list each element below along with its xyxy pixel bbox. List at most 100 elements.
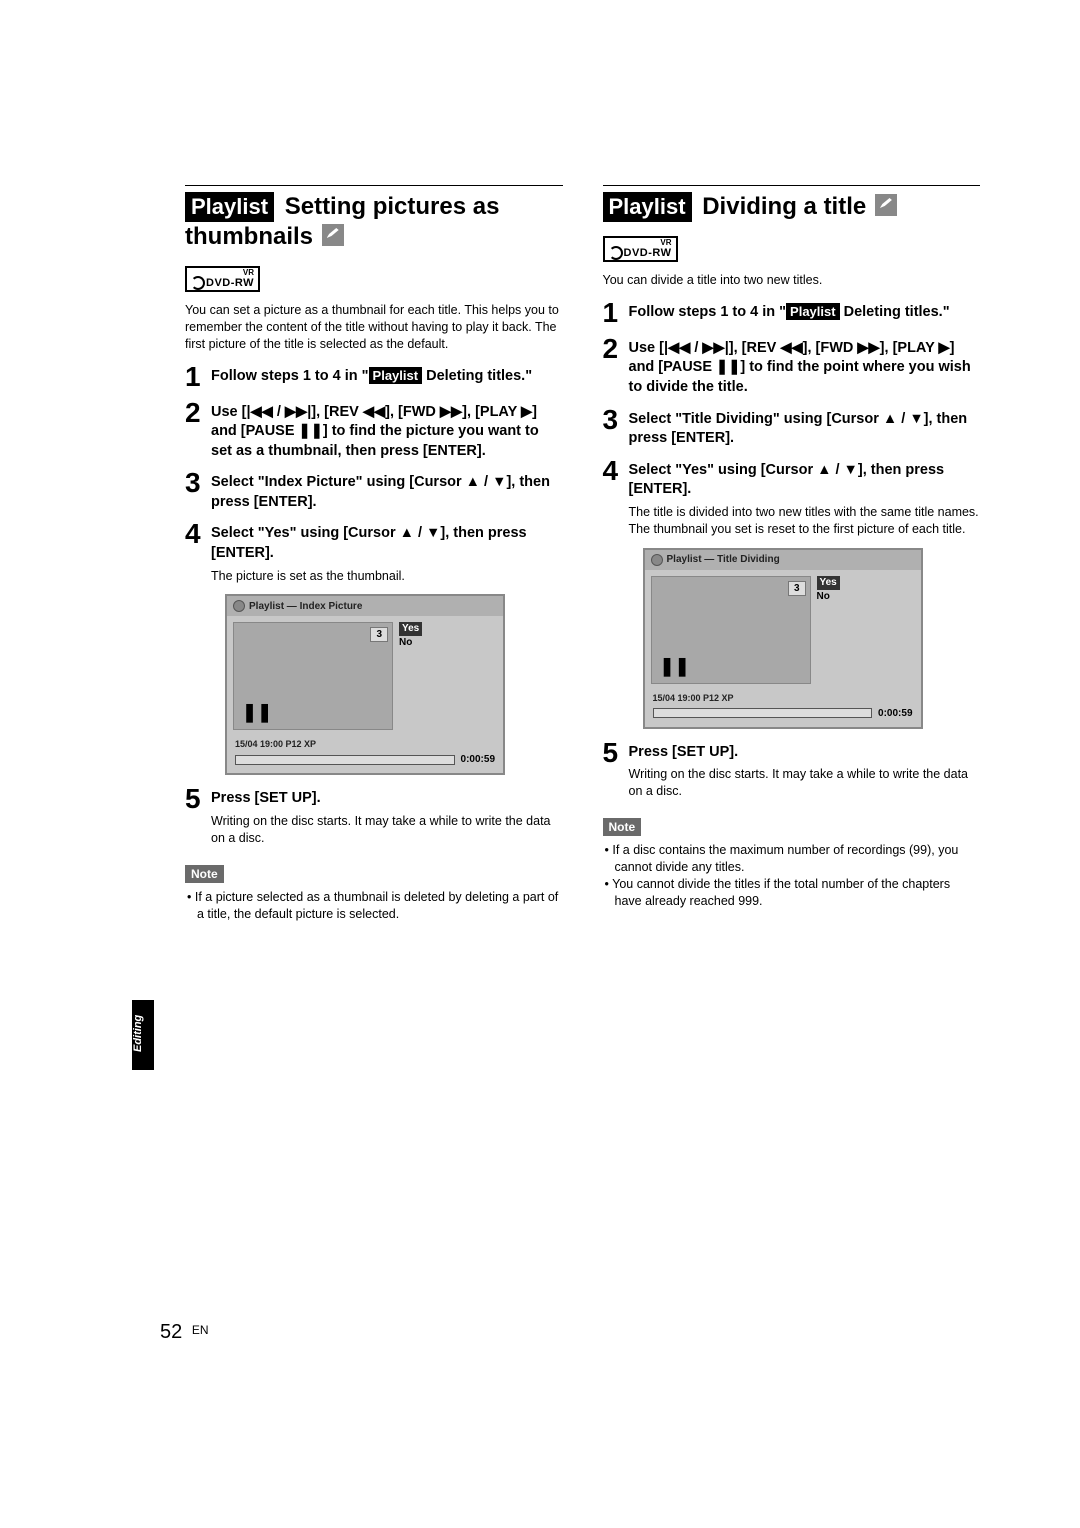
step-number: 3 — [603, 406, 629, 449]
step-number: 5 — [185, 785, 211, 846]
ui-title-text: Playlist — Index Picture — [249, 601, 362, 612]
right-step-1: 1 Follow steps 1 to 4 in "Playlist Delet… — [603, 299, 981, 327]
pencil-icon — [875, 194, 897, 216]
side-tab-editing: Editing — [132, 1000, 154, 1070]
ui-thumbnail: 3 ❚❚ — [651, 576, 811, 684]
step-number: 1 — [185, 363, 211, 391]
ui-time: 0:00:59 — [461, 754, 495, 765]
page-body: Playlist Setting pictures as thumbnails … — [0, 0, 1080, 923]
left-step-2: 2 Use [|◀◀ / ▶▶|], [REV ◀◀], [FWD ▶▶], [… — [185, 399, 563, 462]
note-label: Note — [603, 818, 642, 836]
step-text-pre: Follow steps 1 to 4 in " — [629, 304, 787, 320]
page-lang: EN — [192, 1323, 209, 1337]
dvd-rw-icon: VR DVD-RW — [185, 266, 260, 292]
ui-menu-yes[interactable]: Yes — [817, 576, 840, 590]
ui-progress-bar[interactable] — [235, 755, 455, 765]
playlist-badge: Playlist — [185, 192, 274, 222]
step-desc: Writing on the disc starts. It may take … — [629, 766, 981, 800]
step-text: Press [SET UP]. — [629, 744, 739, 760]
ui-mock-index-picture: Playlist — Index Picture 3 ❚❚ Yes No 15/… — [225, 594, 505, 775]
right-title-text: Dividing a title — [696, 193, 873, 220]
page-number-value: 52 — [160, 1321, 182, 1343]
step-text: Select "Yes" using [Cursor ▲ / ▼], then … — [629, 462, 945, 498]
step-body: Use [|◀◀ / ▶▶|], [REV ◀◀], [FWD ▶▶], [PL… — [629, 335, 981, 398]
ui-menu-yes[interactable]: Yes — [399, 622, 422, 636]
step-body: Press [SET UP]. Writing on the disc star… — [629, 739, 981, 800]
ui-progress: 0:00:59 — [235, 754, 495, 765]
ui-titlebar: Playlist — Index Picture — [227, 596, 503, 616]
pause-icon: ❚❚ — [242, 702, 272, 723]
step-desc: The title is divided into two new titles… — [629, 504, 981, 538]
pencil-icon — [322, 224, 344, 246]
playlist-badge: Playlist — [786, 303, 840, 321]
ui-progress-bar[interactable] — [653, 708, 873, 718]
right-step-2: 2 Use [|◀◀ / ▶▶|], [REV ◀◀], [FWD ▶▶], [… — [603, 335, 981, 398]
ui-menu: Yes No — [399, 622, 422, 730]
ui-thumb-number: 3 — [370, 627, 388, 642]
disc-swirl-icon — [191, 276, 205, 290]
step-number: 1 — [603, 299, 629, 327]
ui-time: 0:00:59 — [878, 708, 912, 719]
step-number: 3 — [185, 469, 211, 512]
step-body: Select "Title Dividing" using [Cursor ▲ … — [629, 406, 981, 449]
ui-body: 3 ❚❚ Yes No — [227, 616, 503, 736]
ui-mock-title-dividing: Playlist — Title Dividing 3 ❚❚ Yes No 15… — [643, 548, 923, 729]
right-heading: Playlist Dividing a title — [603, 192, 981, 222]
left-step-1: 1 Follow steps 1 to 4 in "Playlist Delet… — [185, 363, 563, 391]
left-step-5: 5 Press [SET UP]. Writing on the disc st… — [185, 785, 563, 846]
right-step-5: 5 Press [SET UP]. Writing on the disc st… — [603, 739, 981, 800]
ui-progress: 0:00:59 — [653, 708, 913, 719]
ui-menu: Yes No — [817, 576, 840, 684]
ui-title-text: Playlist — Title Dividing — [667, 554, 780, 565]
step-text: Press [SET UP]. — [211, 790, 321, 806]
disc-icon — [233, 600, 245, 612]
right-intro: You can divide a title into two new titl… — [603, 272, 981, 289]
dvd-rw-icon: VR DVD-RW — [603, 236, 678, 262]
left-intro: You can set a picture as a thumbnail for… — [185, 302, 563, 353]
step-number: 5 — [603, 739, 629, 800]
step-text-post: Deleting titles." — [422, 368, 532, 384]
pause-icon: ❚❚ — [660, 656, 690, 677]
step-body: Follow steps 1 to 4 in "Playlist Deletin… — [211, 363, 532, 391]
right-column: Playlist Dividing a title VR DVD-RW You … — [603, 185, 981, 923]
step-desc: The picture is set as the thumbnail. — [211, 568, 563, 585]
page-number: 52 EN — [160, 1321, 208, 1344]
right-notes: If a disc contains the maximum number of… — [603, 842, 981, 910]
ui-menu-no[interactable]: No — [817, 590, 840, 604]
dvd-rw-label: DVD-RW — [206, 277, 254, 289]
left-step-4: 4 Select "Yes" using [Cursor ▲ / ▼], the… — [185, 520, 563, 584]
left-notes: If a picture selected as a thumbnail is … — [185, 889, 563, 923]
playlist-badge: Playlist — [603, 192, 692, 222]
section-rule — [603, 185, 981, 186]
disc-swirl-icon — [609, 246, 623, 260]
step-body: Select "Yes" using [Cursor ▲ / ▼], then … — [211, 520, 563, 584]
note-label: Note — [185, 865, 224, 883]
step-text-post: Deleting titles." — [840, 304, 950, 320]
note-item: If a picture selected as a thumbnail is … — [197, 889, 563, 923]
ui-info-line: 15/04 19:00 P12 XP — [645, 690, 921, 706]
dvd-rw-label: DVD-RW — [624, 247, 672, 259]
playlist-badge: Playlist — [369, 367, 423, 385]
disc-icon — [651, 554, 663, 566]
ui-thumbnail: 3 ❚❚ — [233, 622, 393, 730]
left-column: Playlist Setting pictures as thumbnails … — [185, 185, 563, 923]
step-body: Use [|◀◀ / ▶▶|], [REV ◀◀], [FWD ▶▶], [PL… — [211, 399, 563, 462]
step-text: Select "Yes" using [Cursor ▲ / ▼], then … — [211, 525, 527, 561]
step-number: 4 — [603, 457, 629, 538]
step-body: Press [SET UP]. Writing on the disc star… — [211, 785, 563, 846]
step-number: 2 — [603, 335, 629, 398]
ui-body: 3 ❚❚ Yes No — [645, 570, 921, 690]
ui-info-line: 15/04 19:00 P12 XP — [227, 736, 503, 752]
step-desc: Writing on the disc starts. It may take … — [211, 813, 563, 847]
ui-thumb-number: 3 — [788, 581, 806, 596]
left-step-3: 3 Select "Index Picture" using [Cursor ▲… — [185, 469, 563, 512]
section-rule — [185, 185, 563, 186]
ui-titlebar: Playlist — Title Dividing — [645, 550, 921, 570]
step-number: 2 — [185, 399, 211, 462]
right-step-4: 4 Select "Yes" using [Cursor ▲ / ▼], the… — [603, 457, 981, 538]
ui-menu-no[interactable]: No — [399, 636, 422, 650]
step-body: Follow steps 1 to 4 in "Playlist Deletin… — [629, 299, 950, 327]
note-item: If a disc contains the maximum number of… — [615, 842, 981, 876]
left-heading: Playlist Setting pictures as thumbnails — [185, 192, 563, 252]
step-body: Select "Index Picture" using [Cursor ▲ /… — [211, 469, 563, 512]
